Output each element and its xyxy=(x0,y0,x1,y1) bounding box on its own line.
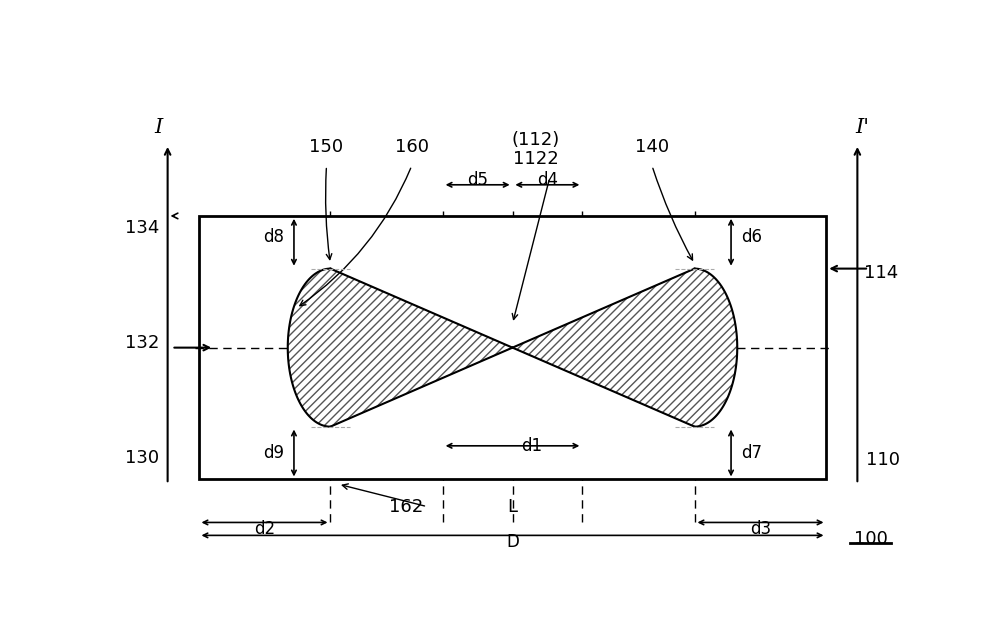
Text: d1: d1 xyxy=(521,437,542,455)
Text: L: L xyxy=(508,498,518,516)
Text: d5: d5 xyxy=(467,171,488,189)
Text: 110: 110 xyxy=(866,451,900,469)
Text: I': I' xyxy=(856,118,870,137)
Text: 150: 150 xyxy=(309,138,344,156)
Text: D: D xyxy=(506,532,519,550)
Polygon shape xyxy=(512,269,737,427)
Text: d2: d2 xyxy=(254,519,275,537)
Text: 130: 130 xyxy=(125,449,159,466)
Text: d9: d9 xyxy=(263,444,284,462)
Text: (112): (112) xyxy=(512,131,560,149)
Text: 114: 114 xyxy=(864,264,898,282)
Text: 160: 160 xyxy=(395,138,429,156)
Text: 100: 100 xyxy=(854,530,887,548)
Text: d8: d8 xyxy=(263,228,284,246)
Text: d7: d7 xyxy=(741,444,762,462)
Text: 162: 162 xyxy=(389,498,423,516)
Text: 134: 134 xyxy=(125,219,159,237)
Text: d4: d4 xyxy=(537,171,558,189)
Text: 1122: 1122 xyxy=(513,150,559,168)
Text: d6: d6 xyxy=(741,228,762,246)
Text: 140: 140 xyxy=(635,138,669,156)
Polygon shape xyxy=(288,269,512,427)
Text: d3: d3 xyxy=(750,519,771,537)
Text: 132: 132 xyxy=(125,334,159,352)
Bar xyxy=(199,216,826,480)
Text: I: I xyxy=(154,118,162,137)
